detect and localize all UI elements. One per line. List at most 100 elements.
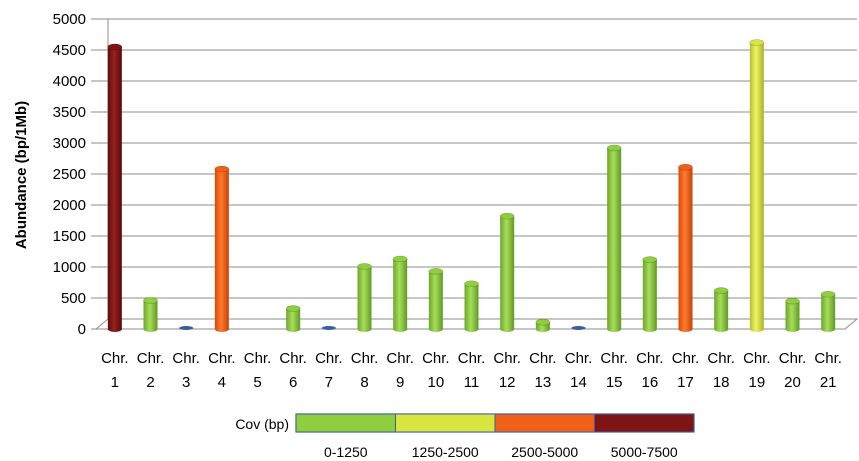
bar-body (393, 258, 408, 329)
bar-chr-15 (606, 144, 622, 332)
bar-body (678, 167, 693, 329)
bar-base (428, 326, 443, 332)
bar-body (535, 322, 550, 329)
bar-base (642, 326, 657, 332)
x-tick-label-line2: 21 (820, 374, 837, 391)
legend-labels: 0-1250 1250-2500 2500-5000 5000-7500 (324, 444, 678, 460)
bar-top (107, 43, 123, 51)
x-tick-label-line2: 10 (427, 374, 444, 391)
x-tick-label-line2: 17 (677, 374, 694, 391)
bar-chr-3 (179, 326, 194, 330)
bar-body (428, 271, 443, 329)
bar-body (286, 308, 301, 329)
bar-top (785, 297, 800, 305)
bar-chr-21 (820, 290, 836, 332)
y-tick-label: 4500 (53, 42, 86, 59)
y-tick-label: 0 (78, 321, 86, 338)
legend-swatch (395, 413, 496, 433)
bar-base (214, 326, 229, 332)
bar-body (749, 42, 764, 330)
bar-chr-6 (285, 305, 301, 332)
floor (94, 318, 859, 330)
bar-top (820, 290, 836, 298)
bar-zero-marker (321, 326, 336, 330)
x-tick-label-line1: Chr. (636, 350, 664, 367)
x-tick-label-line1: Chr. (529, 350, 557, 367)
bar-body (143, 300, 158, 329)
bar-top (464, 280, 479, 288)
bar-top (749, 39, 765, 46)
bar-chr-10 (428, 268, 444, 332)
bar-chr-18 (713, 287, 729, 332)
legend-swatch (295, 413, 396, 433)
bar-chr-14 (571, 326, 586, 330)
x-tick-label-line2: 14 (570, 374, 587, 391)
bar-base (821, 326, 836, 332)
bar-chr-4 (214, 165, 230, 332)
bar-zero-marker (571, 326, 586, 330)
bar-chr-1 (107, 43, 123, 332)
x-tick-label-line2: 19 (748, 374, 765, 391)
y-axis-label: Abundance (bp/1Mb) (13, 101, 30, 249)
bar-base (500, 326, 515, 332)
bar-body (607, 147, 622, 329)
bar-top (606, 144, 622, 152)
x-tick-label-line1: Chr. (422, 350, 450, 367)
x-tick-label-line1: Chr. (707, 350, 735, 367)
y-tick-label: 3000 (53, 135, 86, 152)
bar-chr-8 (357, 263, 372, 332)
x-tick-label-line1: Chr. (672, 350, 700, 367)
x-tick-label-line2: 20 (784, 374, 801, 391)
bar-chr-2 (143, 297, 158, 332)
bar-body (107, 46, 122, 330)
legend-entry-label: 1250-2500 (412, 444, 479, 460)
x-tick-label-line1: Chr. (279, 350, 307, 367)
bar-top (678, 163, 693, 171)
legend-entry-label: 2500-5000 (511, 444, 578, 460)
legend-title: Cov (bp) (235, 416, 289, 432)
bar-chr-11 (464, 280, 479, 332)
bar-body (821, 294, 836, 329)
y-tick-label: 500 (61, 290, 86, 307)
x-tick-label-line2: 11 (464, 374, 480, 391)
x-tick-label-line1: Chr. (743, 350, 771, 367)
legend-swatches (295, 413, 695, 433)
bar-body (214, 169, 229, 329)
bar-chr-7 (321, 326, 336, 330)
bar-chr-16 (642, 256, 658, 332)
y-axis-ticks: 0 500 1000 1500 2000 2500 3000 3500 4000 4500 5000 (53, 11, 96, 338)
x-tick-label-line2: 9 (396, 374, 404, 391)
x-tick-label-line2: 15 (606, 374, 623, 391)
x-tick-label-line1: Chr. (600, 350, 628, 367)
x-tick-label-line1: Chr. (493, 350, 521, 367)
bar-base (607, 326, 622, 332)
bar-base (464, 326, 479, 332)
bar-body (500, 216, 515, 329)
bar-chr-17 (678, 163, 693, 332)
bar-base (286, 326, 301, 332)
bar-base (357, 326, 372, 332)
x-tick-label-line2: 2 (146, 374, 154, 391)
bar-top (713, 287, 729, 294)
y-tick-label: 4000 (53, 73, 86, 90)
x-tick-label-line1: Chr. (137, 350, 165, 367)
bar-top (428, 268, 444, 275)
bar-top (392, 255, 408, 263)
bar-body (714, 290, 729, 329)
x-tick-label-line2: 13 (534, 374, 551, 391)
bar-base (393, 326, 408, 332)
bar-body (464, 283, 479, 329)
bar-body (785, 301, 800, 329)
x-tick-label-line1: Chr. (386, 350, 414, 367)
bar-top (535, 318, 551, 326)
bars (107, 39, 836, 332)
bar-base (749, 326, 764, 332)
y-tick-label: 1500 (53, 228, 86, 245)
x-tick-label-line1: Chr. (208, 350, 236, 367)
y-tick-label: 2000 (53, 197, 86, 214)
gridlines (96, 18, 857, 299)
bar-base (785, 326, 800, 332)
bar-base (714, 326, 729, 332)
bar-top (357, 263, 372, 270)
y-tick-label: 3500 (53, 104, 86, 121)
